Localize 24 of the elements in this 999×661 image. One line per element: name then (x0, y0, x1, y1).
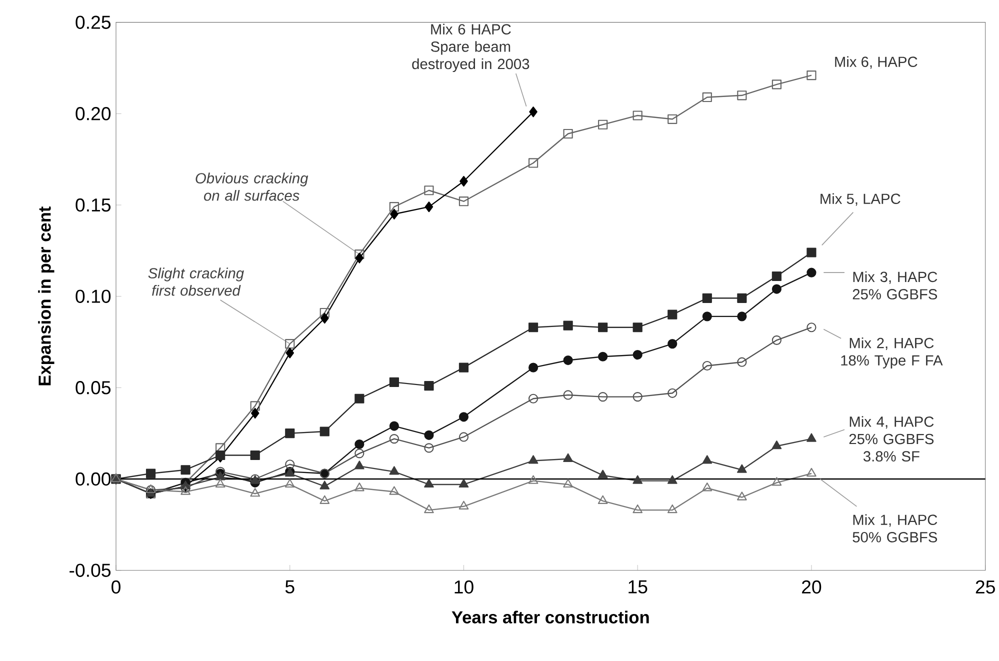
y-tick-label: 0.00 (76, 472, 111, 486)
y-tick-label: 0.20 (76, 107, 111, 120)
annotation: Slight cracking first observed (148, 268, 244, 296)
x-tick-label: 20 (802, 580, 822, 594)
y-tick-label: -0.05 (70, 564, 111, 577)
x-tick-label: 15 (628, 580, 648, 594)
series-label: Mix 2, HAPC 18% Type F FA (841, 337, 943, 368)
annotation: Obvious cracking on all surfaces (196, 172, 308, 201)
x-tick-label: 10 (454, 580, 474, 594)
y-axis-title: Expansion in per cent (38, 206, 54, 386)
text: Mix 3, HAPC 25% GGBFS (852, 271, 938, 300)
y-tick-label: 0.25 (76, 16, 111, 29)
text: Mix 4, HAPC 25% GGBFS 3.8% SF (849, 416, 934, 462)
text: Mix 1, HAPC 50% GGBFS (852, 514, 938, 542)
x-tick-label: 25 (976, 580, 995, 594)
x-tick-label: 5 (285, 580, 294, 594)
x-axis-title: Years after construction (452, 610, 649, 624)
y-tick-label: 0.15 (76, 198, 111, 212)
text: Mix 6 HAPC Spare beam destroyed in 2003 (412, 24, 530, 72)
y-tick-label: 0.05 (76, 381, 111, 394)
x-tick-label: 0 (112, 580, 120, 594)
y-tick-label: 0.10 (76, 290, 111, 303)
text: Mix 5, LAPC (820, 193, 900, 206)
series-label: Mix 6, HAPC (835, 56, 918, 69)
